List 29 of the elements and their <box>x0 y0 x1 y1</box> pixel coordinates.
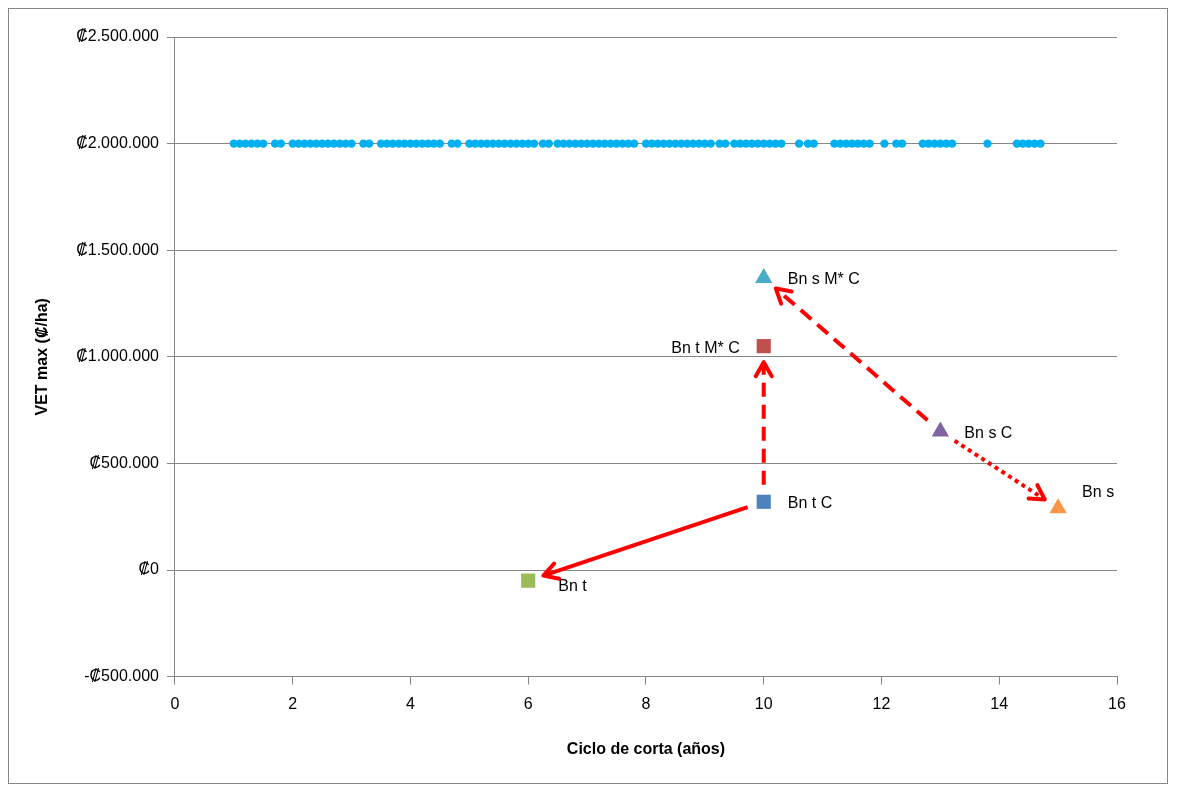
y-tick-label: ₡500.000 <box>89 453 160 471</box>
series-label: Bn s M* C <box>787 270 860 288</box>
point <box>755 267 773 283</box>
x-tick-label: 14 <box>990 694 1009 712</box>
x-tick-label: 6 <box>523 694 533 712</box>
y-tick-label: ₡0 <box>138 560 160 578</box>
y-tick-label: -₡500.000 <box>84 667 160 685</box>
series-label: Bn t <box>558 577 588 595</box>
point <box>931 421 950 437</box>
y-tick-label: ₡2.000.000 <box>76 134 160 152</box>
x-axis-title: Ciclo de corta (años) <box>566 739 726 757</box>
point <box>756 494 771 509</box>
x-tick-label: 8 <box>641 694 651 712</box>
series-label: Bn t M* C <box>671 338 740 356</box>
y-axis-title: VET max (₡/ha) <box>33 298 51 416</box>
x-tick-label: 12 <box>872 694 891 712</box>
point <box>1049 498 1067 514</box>
x-tick-label: 0 <box>170 694 180 712</box>
x-tick-label: 10 <box>754 694 773 712</box>
y-tick-label: ₡1.500.000 <box>76 240 160 258</box>
x-tick-label: 16 <box>1108 694 1126 712</box>
series-label: Bn t C <box>787 494 833 512</box>
x-tick-label: 2 <box>288 694 298 712</box>
point <box>521 573 536 588</box>
series-label: Bn s C <box>964 423 1013 441</box>
y-tick-label: ₡2.500.000 <box>76 27 160 45</box>
y-tick-label: ₡1.000.000 <box>76 347 160 365</box>
x-tick-label: 4 <box>406 694 415 712</box>
series-label: Bn s <box>1082 482 1115 500</box>
